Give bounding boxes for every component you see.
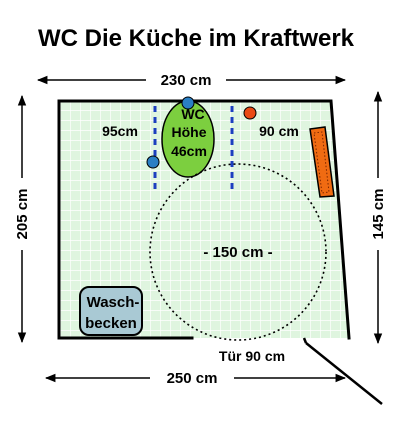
radiator <box>309 126 335 198</box>
toilet-label-1: WC <box>181 106 204 122</box>
turning-circle <box>149 163 327 341</box>
sink-label-2: becken <box>85 315 137 332</box>
right-dimension-label: 145 cm <box>370 189 387 240</box>
left-clearance-label: 95cm <box>102 123 138 139</box>
sink <box>79 286 143 336</box>
door-label: Tür 90 cm <box>219 348 285 364</box>
flush-button-marker <box>181 96 195 110</box>
door-leaf <box>305 342 383 405</box>
plan-title: WC Die Küche im Kraftwerk <box>38 25 355 52</box>
left-dimension-label: 205 cm <box>14 189 31 240</box>
toilet-label-3: 46cm <box>171 143 207 159</box>
walls <box>57 99 351 340</box>
bottom-dimension-label: 250 cm <box>167 370 218 387</box>
door-frame <box>302 337 308 344</box>
turning-circle-label: - 150 cm - <box>203 244 272 261</box>
floor <box>59 101 349 338</box>
sink-label-1: Wasch- <box>87 294 140 311</box>
right-clearance-label: 90 cm <box>259 123 299 139</box>
paper-holder-marker <box>146 155 160 169</box>
toilet-label-2: Höhe <box>172 124 207 140</box>
wall-top-left <box>57 99 351 340</box>
alarm-cord-marker <box>243 106 257 120</box>
top-dimension-label: 230 cm <box>161 72 212 89</box>
